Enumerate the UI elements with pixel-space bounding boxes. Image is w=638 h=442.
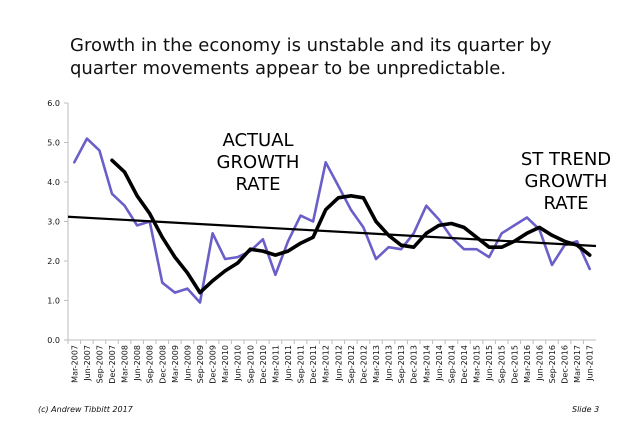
actual-annotation-line: RATE [235, 174, 280, 195]
actual-growth-line [73, 137, 592, 304]
x-tick-label: Jun-2011 [284, 345, 293, 382]
x-tick-label: Mar-2007 [70, 345, 79, 383]
x-tick-label: Mar-2017 [573, 345, 582, 383]
y-tick-label: 1.0 [47, 297, 60, 306]
x-tick-label: Mar-2016 [523, 345, 532, 383]
x-tick-label: Jun-2009 [183, 345, 192, 382]
x-tick-label: Jun-2015 [485, 345, 494, 382]
x-tick-label: Sep-2007 [95, 345, 104, 383]
x-tick-label: Sep-2008 [146, 345, 155, 383]
x-tick-label: Jun-2012 [334, 345, 343, 382]
x-tick-label: Dec-2012 [359, 345, 368, 384]
x-tick-label: Mar-2013 [372, 345, 381, 383]
x-tick-label: Dec-2009 [209, 345, 218, 384]
x-tick-label: Sep-2011 [297, 345, 306, 383]
x-tick-label: Sep-2013 [397, 345, 406, 383]
slide-number: Slide 3 [572, 405, 600, 414]
x-tick-label: Jun-2007 [83, 345, 92, 382]
actual-annotation-line: ACTUAL [222, 130, 293, 151]
x-tick-label: Dec-2016 [561, 345, 570, 384]
actual-annotation-line: GROWTH [217, 152, 300, 173]
x-tick-label: Jun-2016 [535, 345, 544, 382]
heading-line-2: quarter movements appear to be unpredict… [70, 58, 507, 79]
trend-annotation-line: RATE [543, 193, 588, 214]
x-tick-label: Dec-2007 [108, 345, 117, 384]
x-tick-label: Mar-2010 [221, 345, 230, 383]
y-tick-label: 2.0 [47, 257, 60, 266]
x-tick-label: Jun-2008 [133, 345, 142, 382]
x-tick-label: Dec-2008 [158, 345, 167, 384]
linear-trend-line [67, 215, 597, 248]
x-tick-label: Dec-2013 [410, 345, 419, 384]
credit-text: (c) Andrew Tibbitt 2017 [38, 405, 133, 414]
y-tick-label: 4.0 [47, 178, 60, 187]
x-tick-label: Sep-2016 [548, 345, 557, 383]
x-tick-label: Dec-2010 [259, 345, 268, 384]
x-tick-label: Mar-2009 [171, 345, 180, 383]
y-tick-label: 5.0 [47, 139, 60, 148]
y-tick-label: 0.0 [47, 336, 60, 345]
x-tick-label: Sep-2010 [246, 345, 255, 383]
x-tick-label: Sep-2012 [347, 345, 356, 383]
x-tick-label: Sep-2014 [447, 345, 456, 383]
x-tick-label: Mar-2008 [121, 345, 130, 383]
x-tick-label: Jun-2014 [435, 345, 444, 382]
x-tick-label: Jun-2010 [234, 345, 243, 382]
x-tick-label: Dec-2011 [309, 345, 318, 384]
x-tick-label: Jun-2013 [385, 345, 394, 382]
trend-annotation-line: GROWTH [525, 171, 608, 192]
x-tick-label: Sep-2015 [498, 345, 507, 383]
trend-annotation-line: ST TREND [521, 149, 611, 170]
x-tick-label: Mar-2015 [473, 345, 482, 383]
x-tick-label: Dec-2014 [460, 345, 469, 384]
x-tick-label: Mar-2012 [322, 345, 331, 383]
x-tick-label: Sep-2009 [196, 345, 205, 383]
y-tick-label: 3.0 [47, 218, 60, 227]
page-heading: Growth in the economy is unstable and it… [70, 34, 590, 80]
x-tick-label: Dec-2015 [510, 345, 519, 384]
heading-line-1: Growth in the economy is unstable and it… [70, 35, 552, 56]
x-tick-label: Mar-2011 [271, 345, 280, 383]
x-tick-label: Jun-2017 [586, 345, 595, 382]
y-tick-label: 6.0 [47, 99, 60, 108]
short-term-trend-line [110, 158, 592, 295]
x-tick-label: Mar-2014 [422, 345, 431, 383]
